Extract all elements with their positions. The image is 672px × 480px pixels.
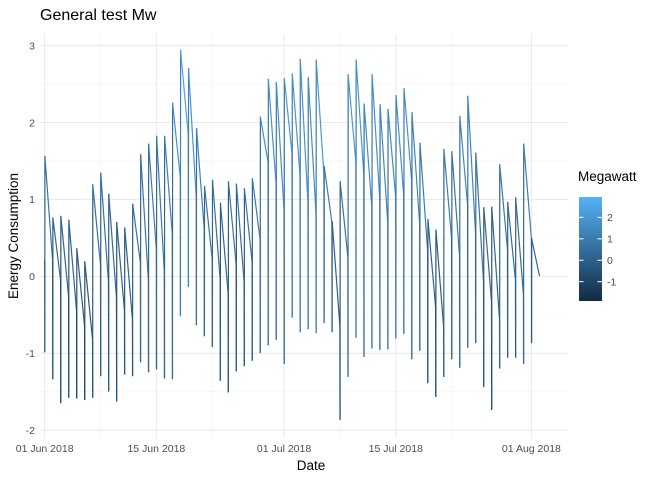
series-segment <box>164 135 173 236</box>
series-segment <box>267 78 277 185</box>
series-segment <box>531 238 541 277</box>
series-segment <box>411 111 421 226</box>
legend-tick-label: 0 <box>607 255 613 267</box>
series-segment <box>219 202 229 295</box>
series-segment <box>419 142 429 253</box>
y-tick-label: 3 <box>29 40 35 52</box>
x-tick-label: 01 Jul 2018 <box>257 443 311 455</box>
legend-title: Megawatt <box>578 169 637 184</box>
legend-gradient-bar <box>579 197 602 301</box>
series-segment <box>315 59 325 176</box>
series-segment <box>211 179 221 281</box>
y-axis-title: Energy Consumption <box>6 173 21 299</box>
series-segment <box>491 206 501 321</box>
x-axis: 01 Jun 2018 15 Jun 2018 01 Jul 2018 15 Jul … <box>16 443 561 455</box>
series-segment <box>203 185 213 261</box>
series-segment <box>172 102 181 178</box>
y-tick-label: -1 <box>26 348 35 360</box>
legend-tick-label: -1 <box>607 277 616 289</box>
series-segment <box>507 201 517 281</box>
series-segment <box>275 81 285 212</box>
series-segment <box>179 49 189 137</box>
legend-ticks: 2 1 0 -1 <box>579 212 616 289</box>
series-segment <box>124 227 134 321</box>
series-segment <box>76 248 86 327</box>
y-tick-label: -2 <box>26 425 35 437</box>
series-segment <box>483 207 493 303</box>
series-segment <box>60 215 70 298</box>
grid <box>40 34 568 438</box>
series-segment <box>515 197 525 296</box>
x-tick-label: 01 Aug 2018 <box>502 443 561 455</box>
series-segment <box>475 152 485 284</box>
series-segment <box>427 218 437 309</box>
series-segment <box>387 108 397 199</box>
series-segment <box>156 135 165 274</box>
series-segment <box>371 74 381 201</box>
series-segment <box>187 68 197 199</box>
series-segment <box>331 221 341 328</box>
series-segment <box>148 143 157 251</box>
series-segment <box>379 104 389 224</box>
series-segment <box>291 73 301 176</box>
series-segment <box>363 103 373 208</box>
series-segment <box>395 94 405 197</box>
series-segment <box>52 217 62 281</box>
legend-tick-label: 1 <box>607 234 613 246</box>
y-tick-label: 2 <box>29 117 35 129</box>
series-segment <box>108 193 118 299</box>
series-segment <box>523 143 533 240</box>
series-segment <box>299 58 309 204</box>
series-segment <box>84 261 94 341</box>
series-segment <box>459 115 469 207</box>
series-segment <box>116 221 126 311</box>
x-axis-title: Date <box>297 458 326 473</box>
series-segment <box>243 188 253 264</box>
x-tick-label: 15 Jun 2018 <box>127 443 185 455</box>
x-tick-label: 15 Jul 2018 <box>369 443 423 455</box>
legend-colorbar: Megawatt 2 1 0 -1 <box>578 169 637 301</box>
series-segment <box>195 128 205 231</box>
series-segment <box>92 184 102 266</box>
series-segment <box>307 77 317 214</box>
series-segment <box>132 203 142 264</box>
series-segment <box>355 59 365 177</box>
y-tick-label: 0 <box>29 271 35 283</box>
series-segment <box>339 181 349 258</box>
series-segment <box>403 88 413 183</box>
series-segment <box>443 148 453 240</box>
series-segment <box>259 116 269 164</box>
series-segment <box>140 154 149 281</box>
series-segment <box>323 165 333 224</box>
legend-tick-label: 2 <box>607 212 613 224</box>
y-tick-label: 1 <box>29 194 35 206</box>
series-segment <box>451 151 461 258</box>
series-segment <box>347 74 357 164</box>
series-segment <box>251 178 261 241</box>
series-segment <box>467 95 477 235</box>
x-tick-label: 01 Jun 2018 <box>16 443 74 455</box>
series-segment <box>283 78 293 155</box>
series-segment <box>227 181 237 266</box>
series-energy <box>44 49 541 421</box>
series-segment <box>100 172 110 284</box>
series-segment <box>44 155 54 262</box>
chart-title: General test Mw <box>40 7 157 24</box>
y-axis: -2 -1 0 1 2 3 <box>26 40 36 437</box>
series-segment <box>435 229 445 328</box>
series-segment <box>68 219 78 312</box>
series-segment <box>235 183 245 284</box>
series-segment <box>499 164 509 251</box>
